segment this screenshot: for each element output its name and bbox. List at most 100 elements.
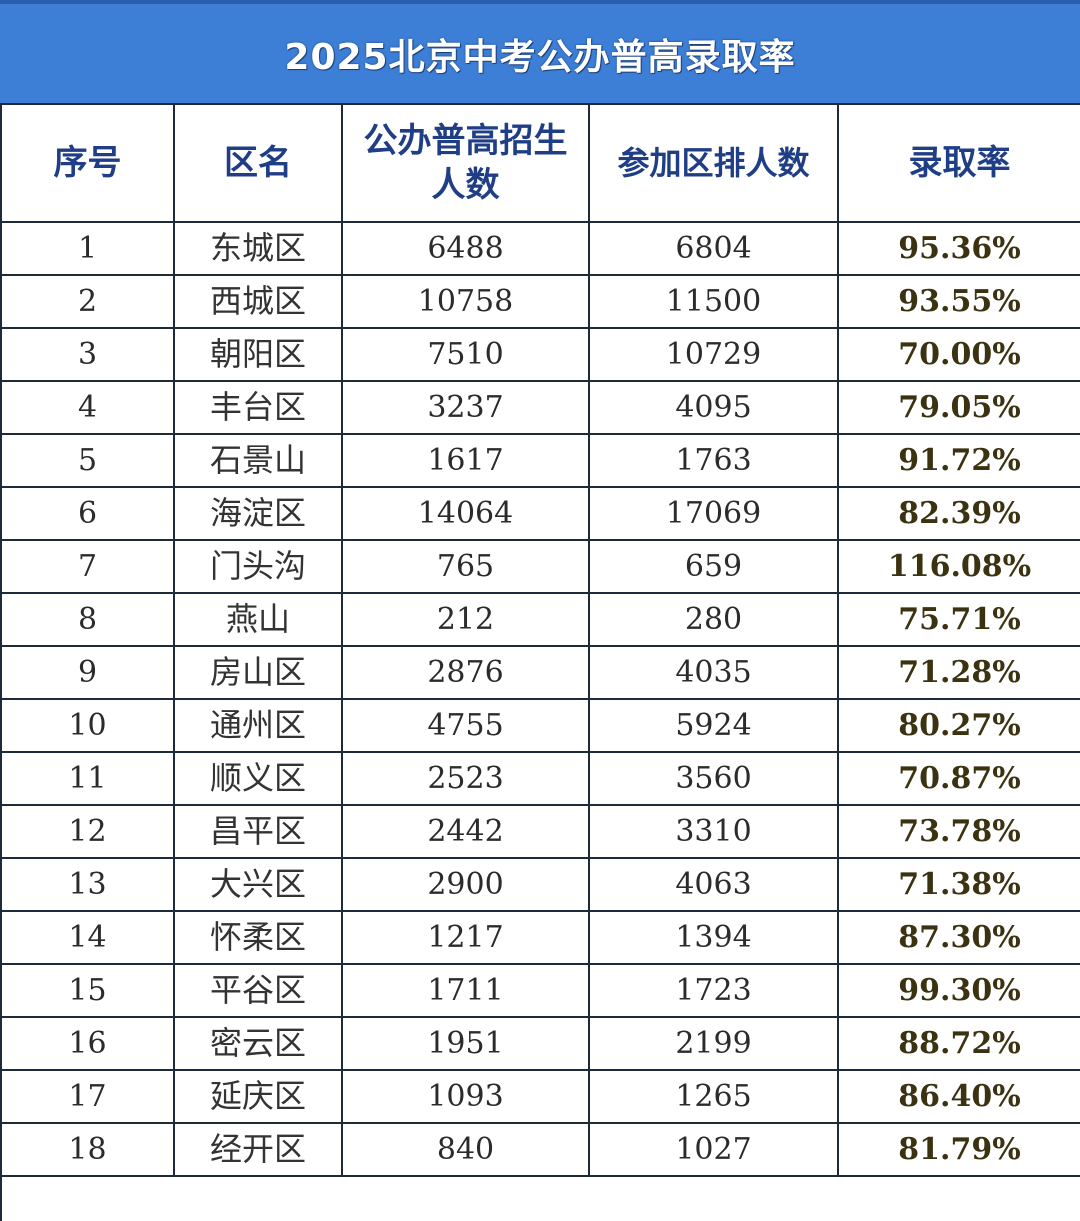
cell-index: 12 (0, 804, 175, 859)
table-row: 5 石景山 1617 1763 91.72% (0, 433, 1080, 488)
cell-rate: 79.05% (837, 380, 1080, 435)
header-index: 序号 (0, 103, 175, 223)
cell-index: 5 (0, 433, 175, 488)
table-row: 7 门头沟 765 659 116.08% (0, 539, 1080, 594)
cell-enrollment: 1093 (341, 1069, 590, 1124)
table-row: 3 朝阳区 7510 10729 70.00% (0, 327, 1080, 382)
cell-index: 16 (0, 1016, 175, 1071)
cell-participants: 5924 (588, 698, 839, 753)
table-row: 10 通州区 4755 5924 80.27% (0, 698, 1080, 753)
cell-participants: 3560 (588, 751, 839, 806)
cell-index: 10 (0, 698, 175, 753)
cell-district: 昌平区 (173, 804, 343, 859)
cell-participants: 11500 (588, 274, 839, 329)
cell-participants: 17069 (588, 486, 839, 541)
cell-rate: 91.72% (837, 433, 1080, 488)
table-row: 13 大兴区 2900 4063 71.38% (0, 857, 1080, 912)
table-row: 1 东城区 6488 6804 95.36% (0, 221, 1080, 276)
cell-participants: 6804 (588, 221, 839, 276)
cell-participants: 1763 (588, 433, 839, 488)
cell-district: 通州区 (173, 698, 343, 753)
table-row: 6 海淀区 14064 17069 82.39% (0, 486, 1080, 541)
cell-index: 2 (0, 274, 175, 329)
cell-enrollment: 765 (341, 539, 590, 594)
header-row: 序号 区名 公办普高招生人数 参加区排人数 录取率 (0, 103, 1080, 223)
cell-rate: 70.87% (837, 751, 1080, 806)
cell-index: 7 (0, 539, 175, 594)
header-enrollment: 公办普高招生人数 (341, 103, 590, 223)
page-title: 2025北京中考公办普高录取率 (284, 36, 796, 78)
cell-district: 密云区 (173, 1016, 343, 1071)
cell-participants: 10729 (588, 327, 839, 382)
left-border (0, 103, 2, 1221)
cell-rate: 71.28% (837, 645, 1080, 700)
cell-index: 4 (0, 380, 175, 435)
table-body: 1 东城区 6488 6804 95.36% 2 西城区 10758 11500 93.55% 3 朝… (0, 221, 1080, 1177)
cell-index: 11 (0, 751, 175, 806)
cell-participants: 280 (588, 592, 839, 647)
cell-rate: 82.39% (837, 486, 1080, 541)
cell-participants: 1265 (588, 1069, 839, 1124)
cell-participants: 659 (588, 539, 839, 594)
table-row: 15 平谷区 1711 1723 99.30% (0, 963, 1080, 1018)
cell-district: 门头沟 (173, 539, 343, 594)
cell-index: 13 (0, 857, 175, 912)
cell-participants: 1723 (588, 963, 839, 1018)
cell-enrollment: 7510 (341, 327, 590, 382)
cell-district: 朝阳区 (173, 327, 343, 382)
cell-participants: 4095 (588, 380, 839, 435)
cell-index: 14 (0, 910, 175, 965)
cell-index: 6 (0, 486, 175, 541)
table-row: 16 密云区 1951 2199 88.72% (0, 1016, 1080, 1071)
header-rate: 录取率 (837, 103, 1080, 223)
header-participants: 参加区排人数 (588, 103, 839, 223)
cell-rate: 93.55% (837, 274, 1080, 329)
table-row: 12 昌平区 2442 3310 73.78% (0, 804, 1080, 859)
cell-enrollment: 3237 (341, 380, 590, 435)
cell-participants: 4063 (588, 857, 839, 912)
cell-rate: 70.00% (837, 327, 1080, 382)
admission-table: 序号 区名 公办普高招生人数 参加区排人数 录取率 1 东城区 6488 6804 95… (0, 103, 1080, 1177)
cell-rate: 99.30% (837, 963, 1080, 1018)
cell-district: 平谷区 (173, 963, 343, 1018)
cell-district: 丰台区 (173, 380, 343, 435)
table-row: 8 燕山 212 280 75.71% (0, 592, 1080, 647)
cell-rate: 88.72% (837, 1016, 1080, 1071)
cell-enrollment: 2900 (341, 857, 590, 912)
cell-enrollment: 6488 (341, 221, 590, 276)
cell-index: 3 (0, 327, 175, 382)
cell-participants: 1027 (588, 1122, 839, 1177)
cell-district: 房山区 (173, 645, 343, 700)
cell-district: 东城区 (173, 221, 343, 276)
cell-district: 海淀区 (173, 486, 343, 541)
cell-participants: 1394 (588, 910, 839, 965)
cell-district: 大兴区 (173, 857, 343, 912)
header-district: 区名 (173, 103, 343, 223)
cell-index: 1 (0, 221, 175, 276)
table-row: 17 延庆区 1093 1265 86.40% (0, 1069, 1080, 1124)
cell-enrollment: 1217 (341, 910, 590, 965)
cell-rate: 95.36% (837, 221, 1080, 276)
cell-index: 17 (0, 1069, 175, 1124)
cell-enrollment: 2523 (341, 751, 590, 806)
cell-enrollment: 14064 (341, 486, 590, 541)
cell-enrollment: 1617 (341, 433, 590, 488)
cell-enrollment: 2442 (341, 804, 590, 859)
cell-enrollment: 212 (341, 592, 590, 647)
table-row: 2 西城区 10758 11500 93.55% (0, 274, 1080, 329)
cell-rate: 86.40% (837, 1069, 1080, 1124)
table-row: 9 房山区 2876 4035 71.28% (0, 645, 1080, 700)
title-bar: 2025北京中考公办普高录取率 (0, 0, 1080, 103)
cell-enrollment: 4755 (341, 698, 590, 753)
cell-enrollment: 2876 (341, 645, 590, 700)
cell-participants: 3310 (588, 804, 839, 859)
table-row: 11 顺义区 2523 3560 70.87% (0, 751, 1080, 806)
table-row: 18 经开区 840 1027 81.79% (0, 1122, 1080, 1177)
table-row: 14 怀柔区 1217 1394 87.30% (0, 910, 1080, 965)
cell-participants: 4035 (588, 645, 839, 700)
cell-rate: 87.30% (837, 910, 1080, 965)
cell-rate: 81.79% (837, 1122, 1080, 1177)
cell-enrollment: 840 (341, 1122, 590, 1177)
cell-district: 石景山 (173, 433, 343, 488)
cell-index: 15 (0, 963, 175, 1018)
